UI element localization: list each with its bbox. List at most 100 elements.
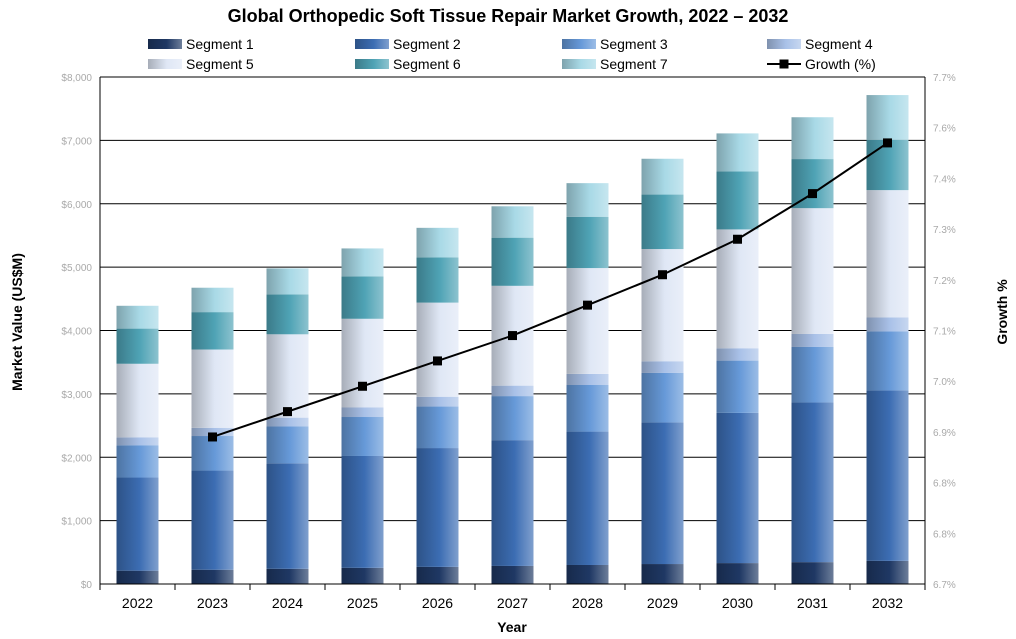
x-tick-label: 2022: [122, 595, 153, 611]
ticks: 2022 2023 2024 2025 2026 2027 2028 2029 2030 2031…: [61, 73, 955, 611]
growth-line: [208, 138, 892, 442]
bar-segment-4-2023: [191, 427, 234, 437]
bar-segment-5-2022: [116, 363, 159, 438]
bar-segment-7-2027: [491, 206, 534, 238]
bar-segment-5-2032: [866, 190, 909, 318]
legend: Segment 1 Segment 2 Segment 3 Segment 4 Segm…: [148, 36, 876, 72]
bar-segment-3-2026: [416, 406, 459, 449]
bar-segment-6-2022: [116, 328, 159, 364]
legend-label: Segment 7: [600, 56, 668, 72]
bar-segment-5-2025: [341, 318, 384, 408]
bar-segment-2-2026: [416, 448, 459, 567]
bar-segment-7-2023: [191, 287, 234, 313]
bar-segment-7-2025: [341, 248, 384, 277]
y-axis-title: Market Value (US$M): [9, 253, 25, 391]
legend-label: Segment 6: [393, 56, 461, 72]
y2-tick-label: 7.1%: [933, 327, 956, 338]
legend-swatch: [355, 59, 389, 69]
bar-segment-7-2026: [416, 227, 459, 258]
bar-segment-1-2024: [266, 568, 309, 584]
bar-segment-1-2027: [491, 565, 534, 584]
x-tick-label: 2024: [272, 595, 303, 611]
legend-label: Segment 1: [186, 36, 254, 52]
y2-tick-label: 7.2%: [933, 276, 956, 287]
growth-point: [358, 381, 367, 391]
bar-segment-3-2022: [116, 445, 159, 478]
bar-segment-2-2027: [491, 440, 534, 566]
bar-segment-2-2030: [716, 412, 759, 564]
growth-point: [208, 432, 217, 442]
x-tick-label: 2027: [497, 595, 528, 611]
bar-segment-6-2023: [191, 312, 234, 350]
x-tick-label: 2025: [347, 595, 378, 611]
x-tick-label: 2030: [722, 595, 753, 611]
bar-segment-3-2025: [341, 417, 384, 456]
bar-segment-3-2028: [566, 385, 609, 432]
bar-segment-4-2028: [566, 373, 609, 386]
bar-segment-3-2031: [791, 346, 834, 403]
y2-axis-title: Growth %: [994, 279, 1010, 345]
bar-segment-2-2028: [566, 431, 609, 565]
y2-tick-label: 6.8%: [933, 479, 956, 490]
y2-tick-label: 7.3%: [933, 225, 956, 236]
y-tick-label: $2,000: [61, 453, 92, 464]
legend-label: Segment 3: [600, 36, 668, 52]
bar-segment-6-2032: [866, 139, 909, 191]
x-tick-label: 2029: [647, 595, 678, 611]
bar-segment-1-2025: [341, 567, 384, 584]
bar-segment-2-2029: [641, 422, 684, 565]
legend-label: Segment 4: [805, 36, 873, 52]
bar-segment-1-2031: [791, 562, 834, 584]
bar-segment-6-2026: [416, 257, 459, 303]
bar-segment-7-2028: [566, 183, 609, 217]
growth-point: [883, 138, 892, 148]
y-tick-label: $6,000: [61, 200, 92, 211]
y-tick-label: $1,000: [61, 517, 92, 528]
bar-segment-1-2030: [716, 563, 759, 584]
bar-segment-4-2031: [791, 333, 834, 347]
bar-segment-4-2029: [641, 361, 684, 373]
bar-segment-3-2024: [266, 426, 309, 464]
bar-segment-5-2024: [266, 334, 309, 418]
bar-segment-6-2030: [716, 171, 759, 230]
y2-tick-label: 7.6%: [933, 124, 956, 135]
bar-segment-6-2029: [641, 194, 684, 250]
growth-point: [283, 407, 292, 417]
legend-swatch: [148, 59, 182, 69]
y-tick-label: $3,000: [61, 390, 92, 401]
bar-segment-6-2024: [266, 294, 309, 335]
growth-point: [583, 300, 592, 310]
y-tick-label: $0: [81, 580, 93, 591]
legend-swatch: [562, 59, 596, 69]
bar-segment-7-2022: [116, 305, 159, 329]
legend-label: Segment 5: [186, 56, 254, 72]
y2-tick-label: 6.9%: [933, 428, 956, 439]
y2-tick-label: 7.7%: [933, 73, 956, 84]
legend-label: Growth (%): [805, 56, 876, 72]
bar-segment-3-2027: [491, 396, 534, 441]
bar-segment-1-2022: [116, 570, 159, 584]
y-tick-label: $7,000: [61, 136, 92, 147]
bar-segment-4-2025: [341, 407, 384, 418]
bar-segment-6-2027: [491, 237, 534, 286]
y2-tick-label: 7.4%: [933, 174, 956, 185]
bar-segment-4-2027: [491, 385, 534, 397]
bar-segment-7-2032: [866, 95, 909, 140]
bar-segment-4-2022: [116, 437, 159, 446]
bar-segment-2-2025: [341, 455, 384, 568]
bar-segment-3-2029: [641, 372, 684, 423]
bar-segment-1-2023: [191, 569, 234, 584]
growth-point: [508, 331, 517, 341]
bar-segment-2-2032: [866, 390, 909, 561]
y2-tick-label: 7.0%: [933, 377, 956, 388]
bar-segment-4-2026: [416, 396, 459, 407]
bar-segment-2-2022: [116, 477, 159, 571]
bar-segment-2-2023: [191, 470, 234, 570]
y2-tick-label: 6.7%: [933, 580, 956, 591]
x-tick-label: 2028: [572, 595, 603, 611]
x-tick-label: 2031: [797, 595, 828, 611]
bar-segment-1-2029: [641, 564, 684, 584]
bar-segment-2-2031: [791, 402, 834, 563]
bar-segment-7-2029: [641, 158, 684, 195]
bar-segment-7-2030: [716, 133, 759, 172]
